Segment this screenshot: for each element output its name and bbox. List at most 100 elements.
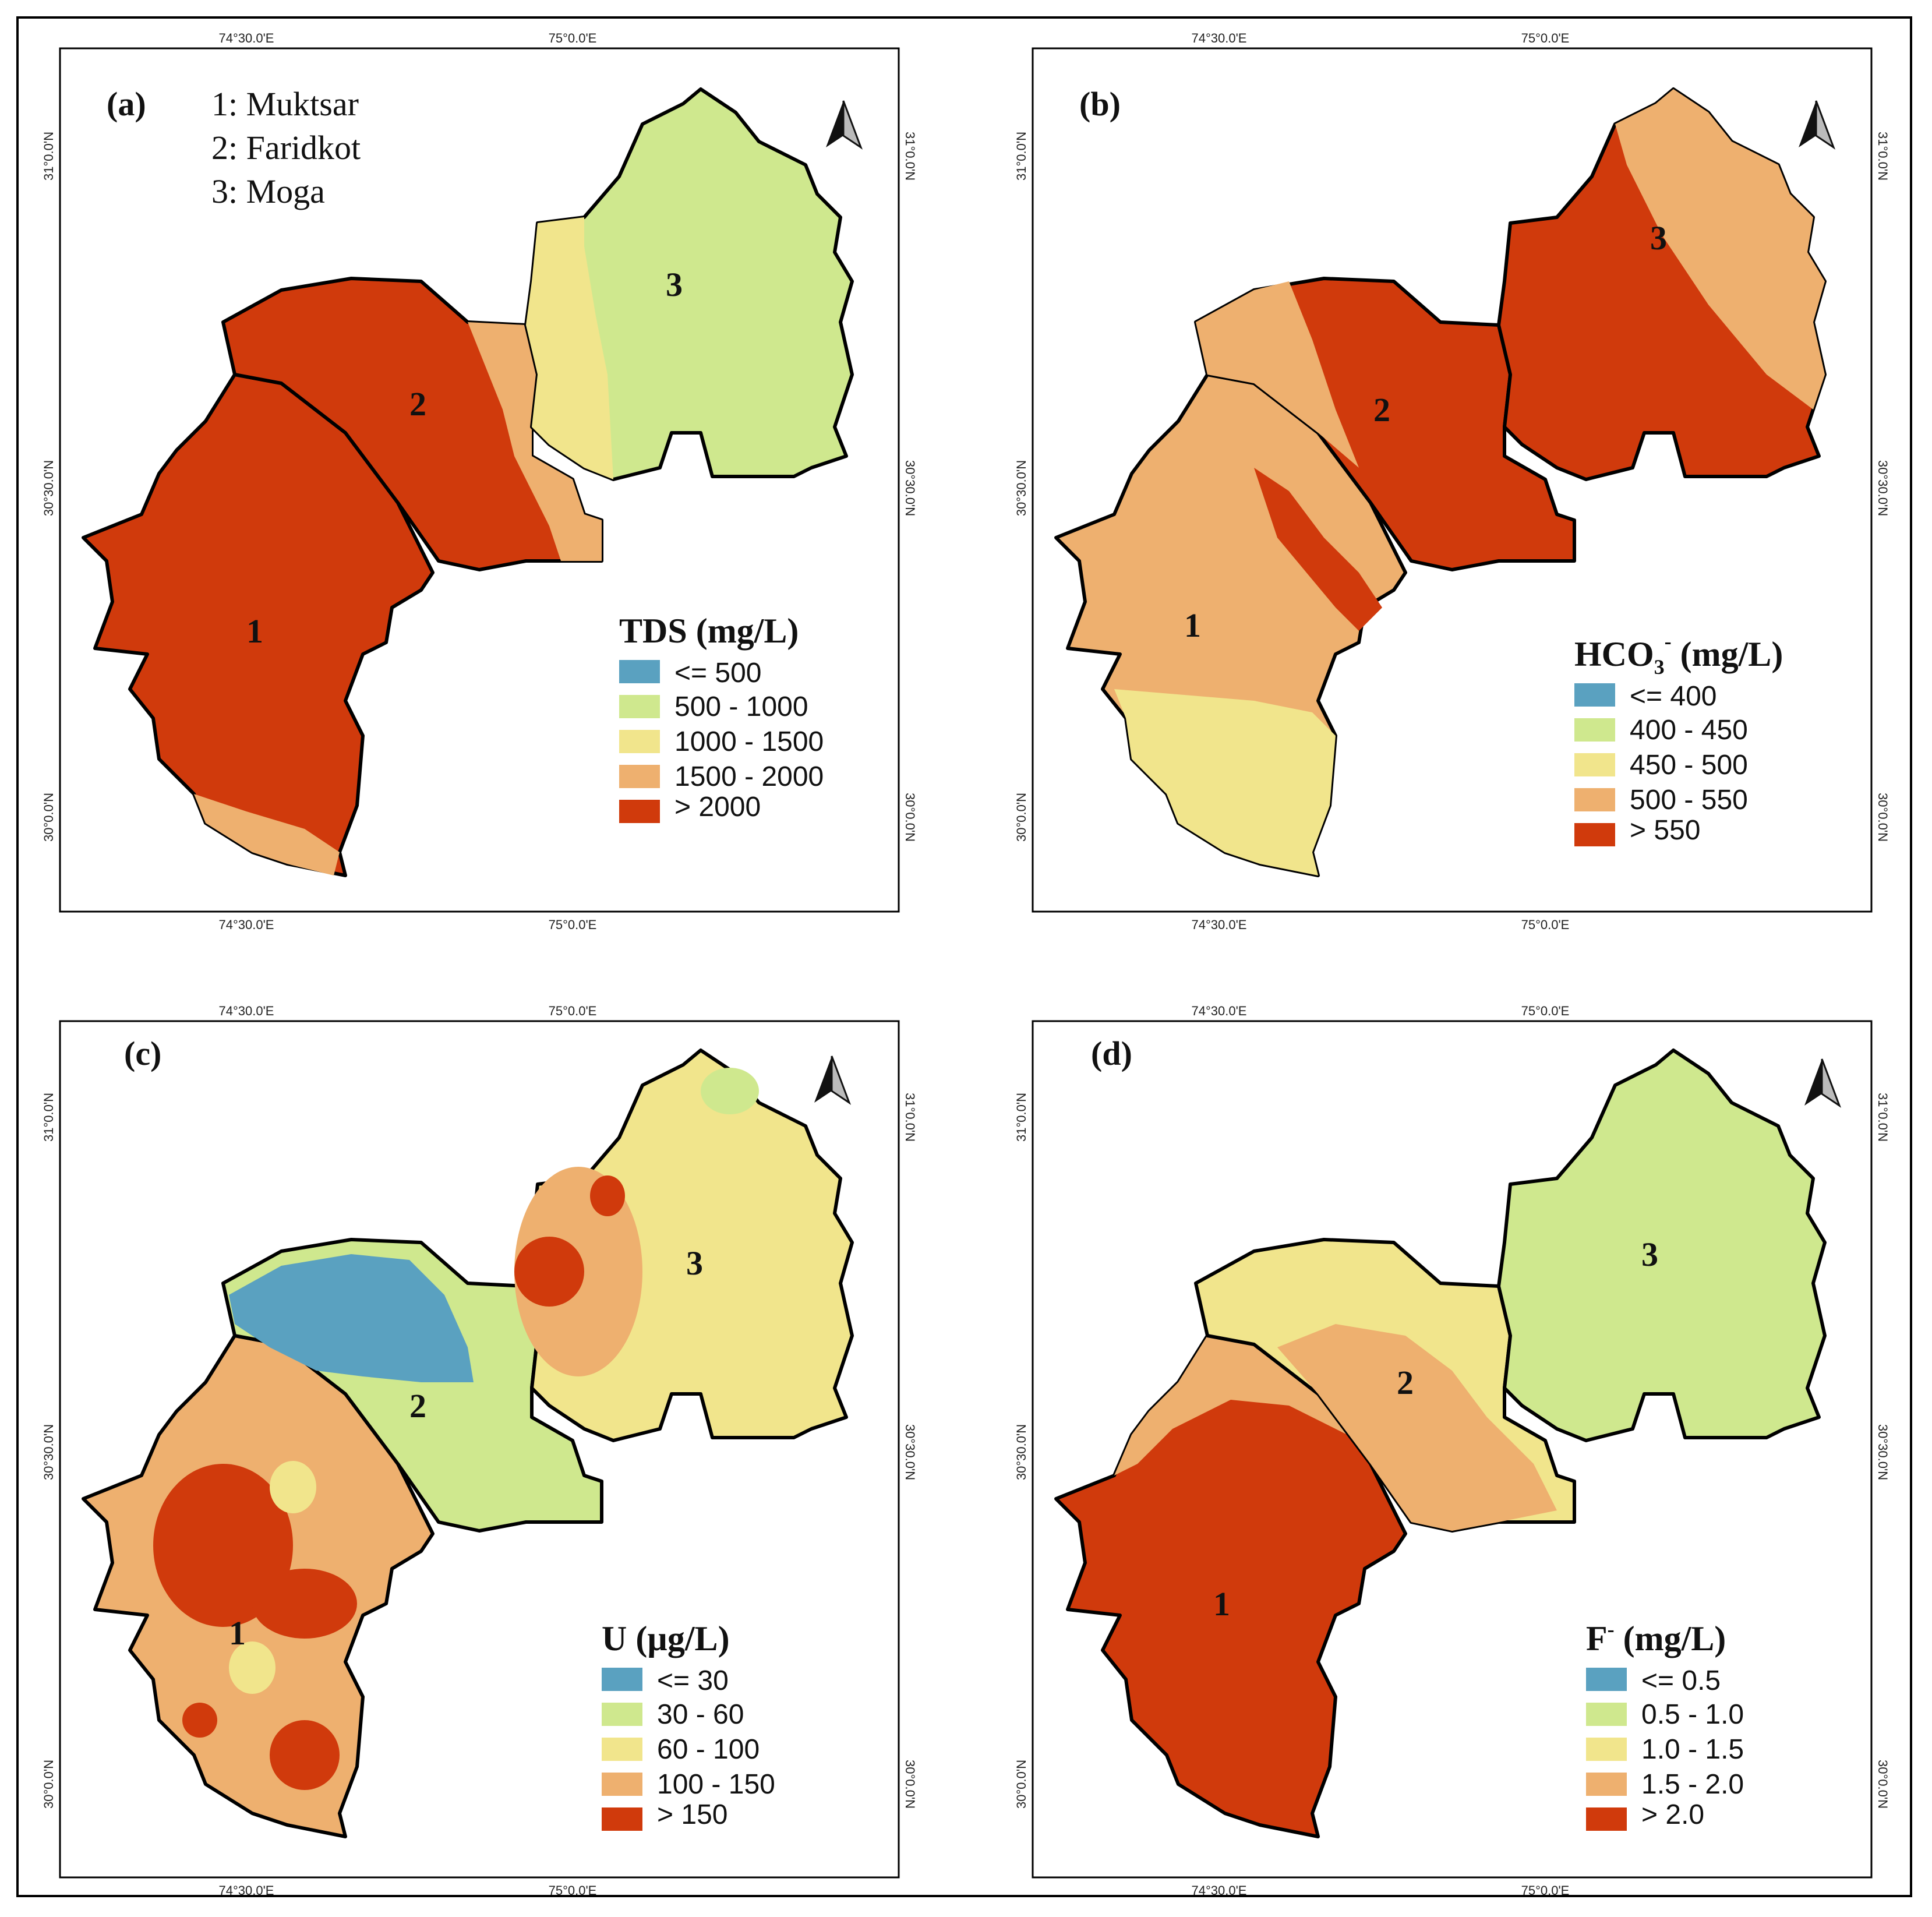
panel-a-label-3: 3 — [666, 266, 683, 303]
panel-c-label: (c) — [124, 1035, 161, 1072]
legend-item-1: <= 500 — [674, 658, 761, 689]
district-list-muktsar: 1: Muktsar — [211, 85, 359, 123]
panel-d-lat-left-2: 30°30.0'N — [1014, 1424, 1029, 1480]
panel-c-label-3: 3 — [686, 1244, 703, 1282]
north-arrow-icon — [1799, 100, 1836, 150]
panel-c-lon-bottom-1: 74°30.0'E — [219, 1883, 274, 1898]
panel-a-label: (a) — [107, 85, 146, 123]
legend-item-5: > 2000 — [674, 792, 761, 822]
legend-item-4: 100 - 150 — [657, 1769, 775, 1800]
panel-c-lon-top-1: 74°30.0'E — [219, 1004, 274, 1018]
moga-green-blob — [701, 1068, 759, 1114]
muktsar-yellow-blob-2 — [270, 1461, 316, 1513]
panel-c-lat-right-3: 30°0.0'N — [903, 1760, 917, 1809]
legend-swatch-2 — [619, 695, 660, 718]
moga-east-orange — [1615, 89, 1825, 409]
figure-border — [16, 16, 1912, 1897]
legend-item-2: 30 - 60 — [657, 1699, 744, 1730]
legend-swatch-4 — [1586, 1773, 1627, 1796]
panel-c-lat-left-2: 30°30.0'N — [41, 1424, 56, 1480]
legend-title: F- (mg/L) — [1586, 1618, 1726, 1658]
panel-c-lon-bottom-2: 75°0.0'E — [549, 1883, 597, 1898]
panel-d-lon-top-2: 75°0.0'E — [1521, 1004, 1570, 1018]
legend-item-2: 400 - 450 — [1630, 715, 1748, 746]
panel-b-lat-left-3: 30°0.0'N — [1014, 793, 1029, 842]
legend-item-1: <= 30 — [657, 1665, 729, 1696]
panel-d-lat-left-3: 30°0.0'N — [1014, 1760, 1029, 1809]
muktsar-yellow-blob-1 — [229, 1641, 276, 1694]
panel-d-lon-bottom-2: 75°0.0'E — [1521, 1883, 1570, 1898]
north-arrow-icon — [814, 1055, 852, 1105]
district-muktsar — [1054, 1334, 1407, 1838]
muktsar-red-streak — [1254, 468, 1382, 631]
panel-a-lat-right-1: 31°0.0'N — [903, 132, 917, 181]
panel-b-label: (b) — [1079, 85, 1121, 123]
panel-d-lat-left-1: 31°0.0'N — [1014, 1093, 1029, 1142]
district-list-faridkot: 2: Faridkot — [211, 129, 361, 167]
legend-item-4: 1500 - 2000 — [674, 761, 824, 792]
panel-b-lon-bottom-1: 74°30.0'E — [1192, 917, 1247, 932]
panel-b-label-3: 3 — [1650, 219, 1667, 257]
district-moga — [1497, 1048, 1827, 1442]
legend-item-5: > 2.0 — [1641, 1799, 1704, 1830]
muktsar-south-patch — [194, 794, 340, 875]
panel-a-lon-bottom-1: 74°30.0'E — [219, 917, 274, 932]
panel-b-lon-top-2: 75°0.0'E — [1521, 31, 1570, 45]
legend-swatch-4 — [1574, 788, 1615, 811]
panel-a-lon-top-2: 75°0.0'E — [549, 31, 597, 45]
legend-item-1: <= 0.5 — [1641, 1665, 1721, 1696]
panel-d-label-2: 2 — [1397, 1364, 1414, 1401]
legend-swatch-5 — [602, 1807, 642, 1831]
panel-b-lat-left-2: 30°30.0'N — [1014, 460, 1029, 516]
panel-b-label-1: 1 — [1184, 606, 1201, 644]
legend-item-5: > 550 — [1630, 815, 1700, 846]
panel-d-lat-right-2: 30°30.0'N — [1876, 1424, 1890, 1480]
panel-d-lon-bottom-1: 74°30.0'E — [1192, 1883, 1247, 1898]
legend-item-3: 1.0 - 1.5 — [1641, 1734, 1744, 1765]
panel-b-lat-right-3: 30°0.0'N — [1876, 793, 1890, 842]
legend-title: TDS (mg/L) — [619, 612, 799, 650]
legend-item-3: 60 - 100 — [657, 1734, 760, 1765]
panel-b-lon-top-1: 74°30.0'E — [1192, 31, 1247, 45]
panel-c-lat-left-3: 30°0.0'N — [41, 1760, 56, 1809]
panel-a: 74°30.0'E 75°0.0'E 74°30.0'E 75°0.0'E 31… — [41, 31, 917, 932]
panel-b-lat-left-1: 31°0.0'N — [1014, 132, 1029, 181]
panel-c-lon-top-2: 75°0.0'E — [549, 1004, 597, 1018]
legend-swatch-5 — [619, 800, 660, 823]
panel-c-label-1: 1 — [229, 1614, 246, 1652]
legend-swatch-3 — [619, 730, 660, 753]
legend-title: U (µg/L) — [602, 1619, 730, 1658]
legend-swatch-5 — [1586, 1807, 1627, 1831]
moga-red-blob-2 — [590, 1175, 625, 1216]
north-arrow-icon — [1804, 1058, 1842, 1108]
panel-a-label-2: 2 — [409, 385, 426, 423]
panel-c-lat-right-2: 30°30.0'N — [903, 1424, 917, 1480]
faridkot-west-orange — [1196, 281, 1359, 468]
panel-b-legend: HCO3- (mg/L) <= 400 400 - 450 450 - 500 … — [1574, 630, 1783, 846]
legend-swatch-2 — [602, 1703, 642, 1726]
panel-d-lat-right-3: 30°0.0'N — [1876, 1760, 1890, 1809]
legend-title: HCO3- (mg/L) — [1574, 630, 1783, 679]
legend-item-5: > 150 — [657, 1799, 727, 1830]
panel-b: 74°30.0'E 75°0.0'E 74°30.0'E 75°0.0'E 31… — [1014, 31, 1890, 932]
legend-swatch-1 — [1586, 1668, 1627, 1691]
panel-d-frame — [1032, 1020, 1873, 1879]
panel-d: 74°30.0'E 75°0.0'E 74°30.0'E 75°0.0'E 31… — [1014, 1004, 1890, 1898]
muktsar-south-yellow — [1114, 689, 1336, 875]
panel-c: 74°30.0'E 75°0.0'E 74°30.0'E 75°0.0'E 3 1… — [41, 1004, 917, 1898]
muktsar-red-blob-2 — [252, 1569, 357, 1639]
legend-swatch-4 — [602, 1773, 642, 1796]
legend-item-4: 500 - 550 — [1630, 785, 1748, 815]
panel-a-lat-left-1: 31°0.0'N — [41, 132, 56, 181]
muktsar-red-blob-4 — [182, 1703, 217, 1738]
legend-item-2: 0.5 - 1.0 — [1641, 1699, 1744, 1730]
panel-d-lat-right-1: 31°0.0'N — [1876, 1093, 1890, 1142]
legend-swatch-2 — [1574, 718, 1615, 742]
panel-d-legend: F- (mg/L) <= 0.5 0.5 - 1.0 1.0 - 1.5 1.5… — [1586, 1618, 1744, 1831]
legend-item-3: 450 - 500 — [1630, 750, 1748, 781]
panel-d-lon-top-1: 74°30.0'E — [1192, 1004, 1247, 1018]
legend-item-4: 1.5 - 2.0 — [1641, 1769, 1744, 1800]
panel-a-lon-top-1: 74°30.0'E — [219, 31, 274, 45]
panel-a-lat-left-3: 30°0.0'N — [41, 793, 56, 842]
